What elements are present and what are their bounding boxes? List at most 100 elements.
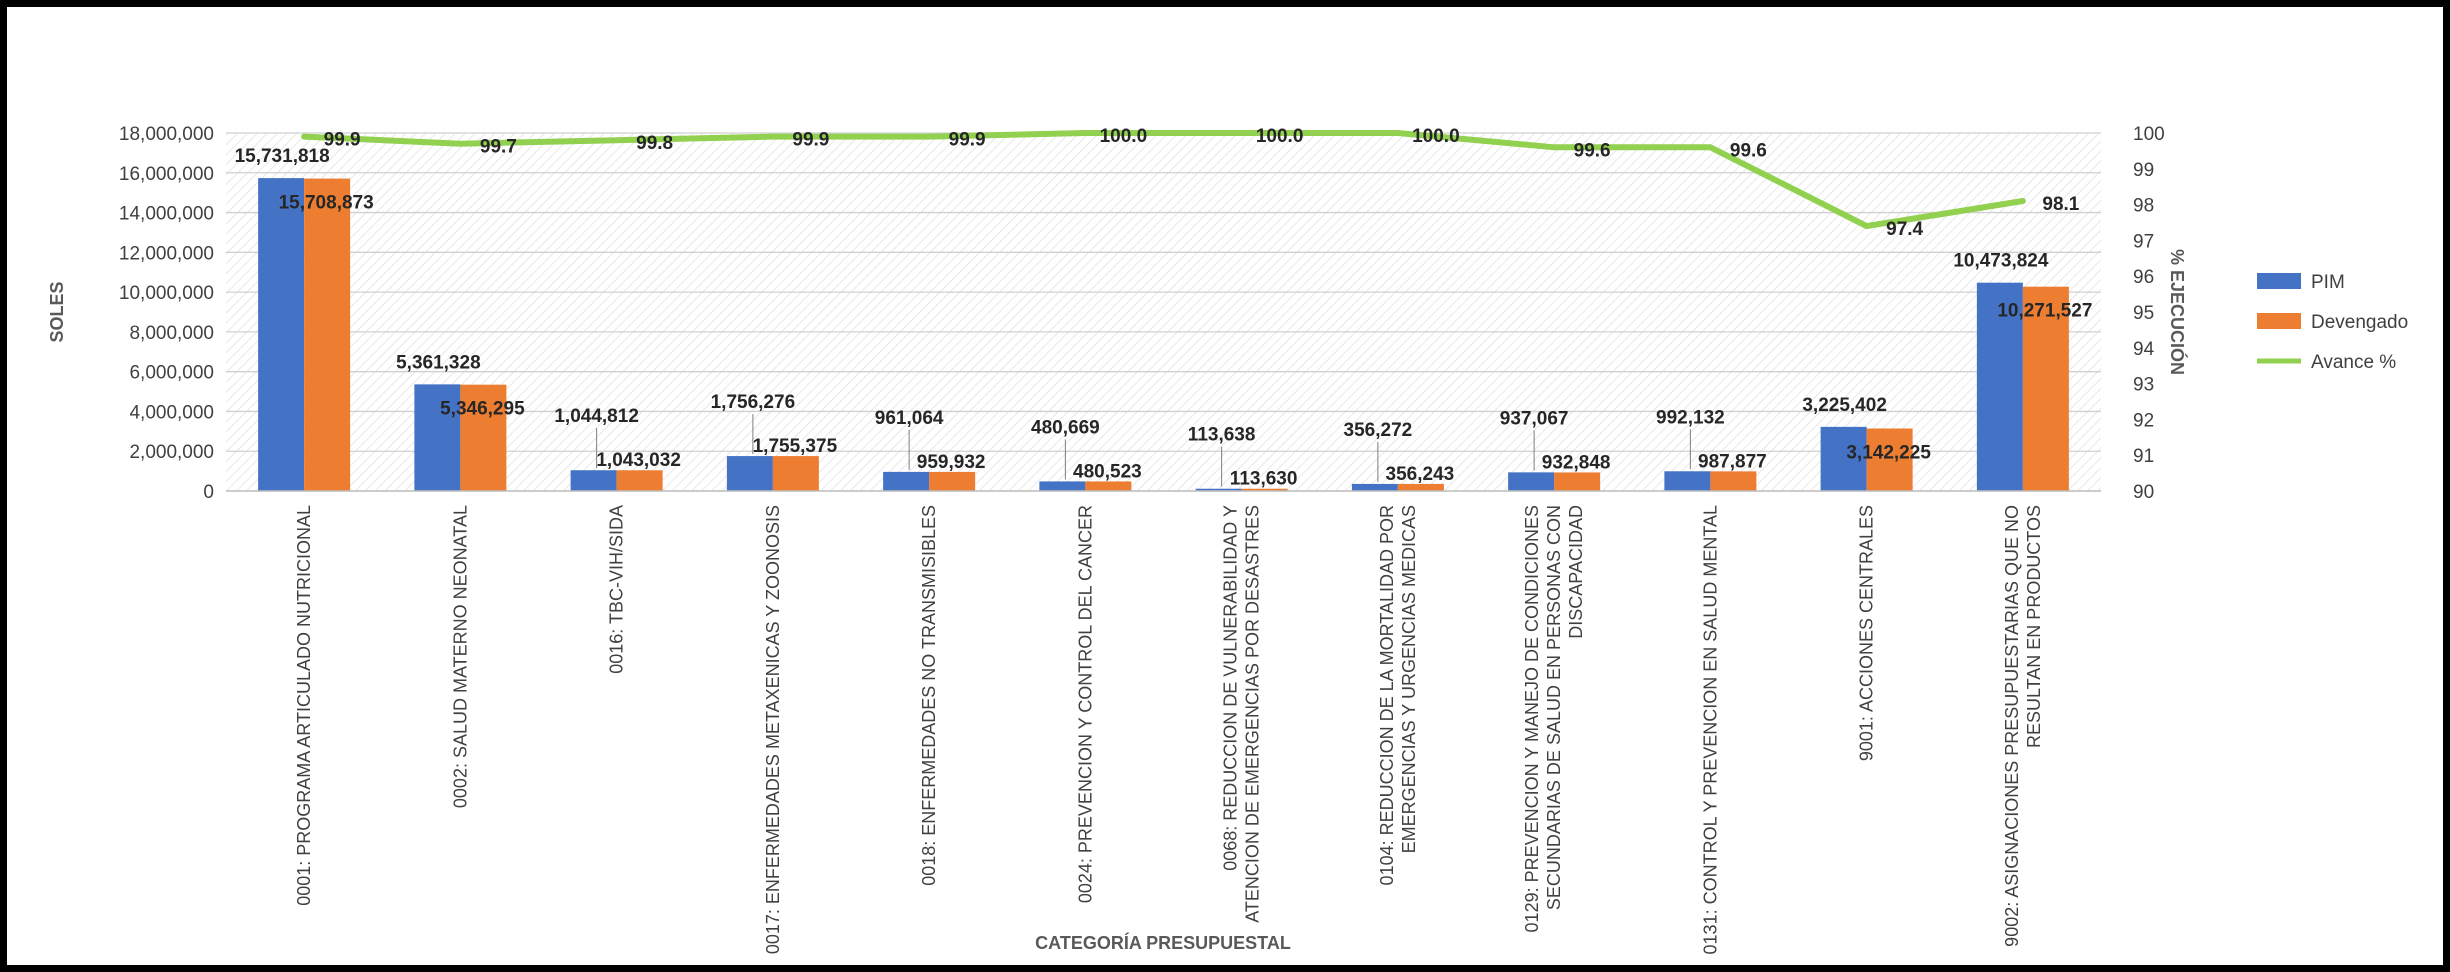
y2-tick-label: 92 <box>2133 410 2154 431</box>
y-tick-label: 16,000,000 <box>119 164 214 185</box>
devengado-data-label: 10,271,527 <box>1997 301 2092 322</box>
category-label-line: SECUNDARIAS DE SALUD EN PERSONAS CON <box>1544 505 1564 910</box>
pim-bar <box>883 471 930 491</box>
y2-axis-title: % EJECUCIÓN <box>2167 249 2188 375</box>
category-label-line: 0068: REDUCCION DE VULNERABILIDAD Y <box>1221 505 1241 871</box>
pim-bar <box>1976 282 2023 491</box>
category-label-line: 9001: ACCIONES CENTRALES <box>1857 505 1877 761</box>
category-label-line: 0129: PREVENCION Y MANEJO DE CONDICIONES <box>1522 505 1542 932</box>
devengado-bar <box>304 178 351 491</box>
avance-data-label: 100.0 <box>1412 126 1460 147</box>
y-tick-label: 10,000,000 <box>119 283 214 304</box>
y-tick-label: 6,000,000 <box>129 363 214 384</box>
category-label-line: RESULTAN EN PRODUCTOS <box>2024 505 2044 748</box>
pim-data-label: 10,473,824 <box>1953 251 2049 272</box>
category-label-line: 0001: PROGRAMA ARTICULADO NUTRICIONAL <box>294 505 314 906</box>
category-label-line: 0018: ENFERMEDADES NO TRANSMISIBLES <box>919 505 939 886</box>
pim-data-label: 113,638 <box>1188 425 1256 446</box>
category-label-line: DISCAPACIDAD <box>1566 505 1586 639</box>
avance-data-label: 97.4 <box>1886 219 1923 240</box>
devengado-bar <box>1866 428 1913 491</box>
category-label: 0017: ENFERMEDADES METAXENICAS Y ZOONOSI… <box>763 505 783 954</box>
x-axis-title: CATEGORÍA PRESUPUESTAL <box>1035 932 1291 953</box>
pim-data-label: 3,225,402 <box>1802 395 1887 416</box>
category-label: 0002: SALUD MATERNO NEONATAL <box>450 505 470 808</box>
pim-data-label: 1,756,276 <box>711 392 796 413</box>
category-label-line: 0131: CONTROL Y PREVENCION EN SALUD MENT… <box>1700 505 1720 954</box>
devengado-data-label: 1,755,375 <box>753 436 838 457</box>
y-tick-label: 14,000,000 <box>119 204 214 225</box>
pim-bar <box>1039 481 1086 491</box>
pim-data-label: 937,067 <box>1500 408 1569 429</box>
avance-data-label: 100.0 <box>1100 126 1148 147</box>
y2-tick-label: 97 <box>2133 231 2154 252</box>
y-tick-label: 18,000,000 <box>119 124 214 145</box>
devengado-data-label: 480,523 <box>1073 461 1142 482</box>
pim-bar <box>1664 471 1711 491</box>
y-tick-label: 0 <box>203 482 214 503</box>
legend-devengado-label: Devengado <box>2311 312 2408 333</box>
y-tick-label: 4,000,000 <box>129 402 214 423</box>
y-tick-label: 8,000,000 <box>129 323 214 344</box>
devengado-data-label: 5,346,295 <box>440 399 525 420</box>
category-label: 0016: TBC-VIH/SIDA <box>607 505 627 674</box>
y-tick-label: 12,000,000 <box>119 243 214 264</box>
pim-data-label: 1,044,812 <box>554 406 639 427</box>
devengado-bar <box>1397 483 1444 491</box>
y2-tick-label: 95 <box>2133 303 2154 324</box>
category-label-line: 0002: SALUD MATERNO NEONATAL <box>450 505 470 808</box>
devengado-data-label: 15,708,873 <box>279 193 374 214</box>
avance-data-label: 100.0 <box>1256 126 1304 147</box>
chart-frame: 15,731,818 15,708,873 5,361,328 5,346,295 1,… <box>7 7 2443 965</box>
category-label: 0068: REDUCCION DE VULNERABILIDAD Y ATENC… <box>1221 505 1263 923</box>
combo-chart: 15,731,818 15,708,873 5,361,328 5,346,295 1,… <box>47 124 2408 954</box>
legend-devengado-swatch <box>2257 313 2301 329</box>
y2-tick-label: 90 <box>2133 482 2154 503</box>
devengado-bar <box>1085 481 1132 491</box>
pim-data-label: 480,669 <box>1031 417 1100 438</box>
y-axis-title: SOLES <box>47 281 67 342</box>
legend-pim-label: PIM <box>2311 272 2345 293</box>
devengado-bar <box>1710 471 1757 491</box>
category-label-line: EMERGENCIAS Y URGENCIAS MEDICAS <box>1399 505 1419 853</box>
avance-data-label: 99.6 <box>1730 140 1767 161</box>
y-tick-label: 2,000,000 <box>129 442 214 463</box>
devengado-bar <box>1241 488 1288 491</box>
avance-data-label: 99.9 <box>949 130 986 151</box>
y2-tick-label: 98 <box>2133 196 2154 217</box>
category-label-line: 0016: TBC-VIH/SIDA <box>607 505 627 674</box>
pim-data-label: 961,064 <box>875 408 944 429</box>
avance-data-label: 99.8 <box>636 133 673 154</box>
devengado-bar <box>929 471 976 491</box>
category-label-line: 9002: ASIGNACIONES PRESUPUESTARIAS QUE N… <box>2002 505 2022 947</box>
y2-tick-label: 94 <box>2133 339 2155 360</box>
category-label: 9001: ACCIONES CENTRALES <box>1857 505 1877 761</box>
avance-data-label: 99.9 <box>324 130 361 151</box>
devengado-data-label: 987,877 <box>1698 451 1767 472</box>
category-label: 0018: ENFERMEDADES NO TRANSMISIBLES <box>919 505 939 886</box>
category-label: 0001: PROGRAMA ARTICULADO NUTRICIONAL <box>294 505 314 906</box>
devengado-data-label: 959,932 <box>917 452 986 473</box>
avance-data-label: 98.1 <box>2042 194 2079 215</box>
avance-data-label: 99.7 <box>480 137 517 158</box>
legend-pim-swatch <box>2257 273 2301 289</box>
plot-area-background <box>226 133 2101 491</box>
avance-data-label: 99.9 <box>792 130 829 151</box>
devengado-data-label: 3,142,225 <box>1846 443 1931 464</box>
category-label: 0104: REDUCCION DE LA MORTALIDAD POR EMER… <box>1377 505 1419 885</box>
pim-bar <box>726 456 773 491</box>
pim-data-label: 356,272 <box>1344 420 1413 441</box>
category-label: 0131: CONTROL Y PREVENCION EN SALUD MENT… <box>1700 505 1720 954</box>
devengado-bar <box>2022 286 2069 491</box>
pim-bar <box>1351 483 1398 491</box>
pim-bar <box>1195 488 1242 491</box>
devengado-bar <box>772 456 819 491</box>
devengado-bar <box>1554 472 1601 491</box>
y2-tick-label: 96 <box>2133 267 2154 288</box>
y2-tick-label: 91 <box>2133 446 2154 467</box>
pim-bar <box>258 178 305 491</box>
devengado-data-label: 113,630 <box>1230 469 1298 490</box>
devengado-data-label: 356,243 <box>1386 464 1455 485</box>
category-label: 0024: PREVENCION Y CONTROL DEL CANCER <box>1075 505 1095 903</box>
y2-tick-label: 100 <box>2133 124 2165 145</box>
